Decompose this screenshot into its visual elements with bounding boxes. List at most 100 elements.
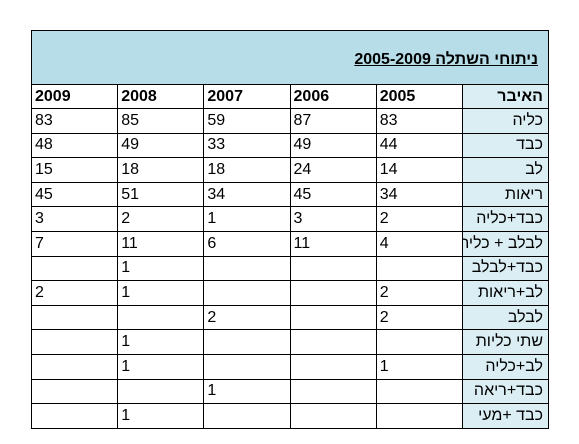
data-row: כבד+כליה 2 3 1 2 3	[30, 206, 550, 232]
organ-cell: שתי כליות	[461, 329, 550, 355]
data-row: ריאות 34 45 34 51 45	[30, 181, 550, 208]
empty-cell	[289, 353, 377, 380]
count-cell: 34	[375, 181, 463, 208]
empty-cell	[203, 255, 291, 282]
header-year: 2009	[30, 84, 119, 109]
count-cell: 48	[30, 132, 119, 159]
data-row: כבד+ריאה 1	[30, 378, 550, 405]
empty-cell	[117, 378, 205, 405]
empty-cell	[30, 378, 119, 405]
organ-cell: ריאות	[461, 181, 550, 208]
data-row: לב+ריאות 2 1 2	[30, 280, 550, 306]
data-row: כבד +מעי 1	[30, 403, 550, 429]
count-cell: 33	[203, 132, 291, 159]
count-cell: 1	[117, 280, 205, 306]
count-cell: 1	[375, 353, 463, 380]
header-year: 2006	[289, 84, 377, 109]
organ-cell: כבד +מעי	[461, 403, 550, 429]
header-year: 2008	[117, 84, 205, 109]
organ-cell: לבלב + כליה	[461, 230, 550, 257]
header-row: האיבר 2005 2006 2007 2008 2009	[30, 84, 550, 109]
count-cell: 44	[375, 132, 463, 159]
count-cell: 2	[203, 304, 291, 331]
count-cell: 15	[30, 157, 119, 183]
organ-cell: כבד	[461, 132, 550, 159]
count-cell: 1	[117, 329, 205, 355]
count-cell: 45	[30, 181, 119, 208]
count-cell: 4	[375, 230, 463, 257]
data-row: לב 14 24 18 18 15	[30, 157, 550, 183]
count-cell: 18	[117, 157, 205, 183]
organ-cell: כבד+כליה	[461, 206, 550, 232]
empty-cell	[375, 329, 463, 355]
count-cell: 11	[289, 230, 377, 257]
empty-cell	[375, 255, 463, 282]
count-cell: 49	[289, 132, 377, 159]
data-row: שתי כליות 1	[30, 329, 550, 355]
count-cell: 11	[117, 230, 205, 257]
count-cell: 87	[289, 108, 377, 134]
data-row: לבלב 2 2	[30, 304, 550, 331]
count-cell: 2	[375, 304, 463, 331]
organ-cell: כבד+לבלב	[461, 255, 550, 282]
header-year: 2005	[375, 84, 463, 109]
count-cell: 2	[30, 280, 119, 306]
empty-cell	[30, 329, 119, 355]
organ-cell: כבד+ריאה	[461, 378, 550, 405]
empty-cell	[289, 280, 377, 306]
empty-cell	[203, 353, 291, 380]
empty-cell	[203, 403, 291, 429]
empty-cell	[203, 329, 291, 355]
count-cell: 6	[203, 230, 291, 257]
empty-cell	[289, 329, 377, 355]
count-cell: 18	[203, 157, 291, 183]
count-cell: 2	[375, 206, 463, 232]
count-cell: 34	[203, 181, 291, 208]
organ-cell: לב+ריאות	[461, 280, 550, 306]
count-cell: 1	[203, 206, 291, 232]
count-cell: 2	[117, 206, 205, 232]
organ-cell: לב	[461, 157, 550, 183]
empty-cell	[30, 353, 119, 380]
data-row: כליה 83 87 59 85 83	[30, 108, 550, 134]
empty-cell	[375, 403, 463, 429]
table-title: ניתוחי השתלה 2005-2009	[31, 30, 549, 85]
count-cell: 83	[30, 108, 119, 134]
count-cell: 51	[117, 181, 205, 208]
data-row: לב+כליה 1 1	[30, 353, 550, 380]
count-cell: 1	[117, 403, 205, 429]
count-cell: 59	[203, 108, 291, 134]
count-cell: 24	[289, 157, 377, 183]
table-body: ניתוחי השתלה 2005-2009 האיבר 2005 2006 2007…	[30, 30, 550, 429]
count-cell: 7	[30, 230, 119, 257]
empty-cell	[289, 304, 377, 331]
empty-cell	[289, 255, 377, 282]
header-organ: האיבר	[461, 84, 550, 109]
count-cell: 3	[289, 206, 377, 232]
data-row: לבלב + כליה 4 11 6 11 7	[30, 230, 550, 257]
empty-cell	[289, 378, 377, 405]
data-row: כבד 44 49 33 49 48	[30, 132, 550, 159]
empty-cell	[30, 255, 119, 282]
count-cell: 2	[375, 280, 463, 306]
count-cell: 85	[117, 108, 205, 134]
data-row: כבד+לבלב 1	[30, 255, 550, 282]
count-cell: 3	[30, 206, 119, 232]
title-row: ניתוחי השתלה 2005-2009	[31, 30, 549, 85]
empty-cell	[375, 378, 463, 405]
transplant-table: ניתוחי השתלה 2005-2009 האיבר 2005 2006 2007…	[30, 30, 550, 429]
empty-cell	[30, 403, 119, 429]
organ-cell: לבלב	[461, 304, 550, 331]
organ-cell: כליה	[461, 108, 550, 134]
count-cell: 1	[203, 378, 291, 405]
count-cell: 1	[117, 353, 205, 380]
header-year: 2007	[203, 84, 291, 109]
count-cell: 45	[289, 181, 377, 208]
empty-cell	[117, 304, 205, 331]
organ-cell: לב+כליה	[461, 353, 550, 380]
empty-cell	[203, 280, 291, 306]
empty-cell	[30, 304, 119, 331]
count-cell: 83	[375, 108, 463, 134]
empty-cell	[289, 403, 377, 429]
